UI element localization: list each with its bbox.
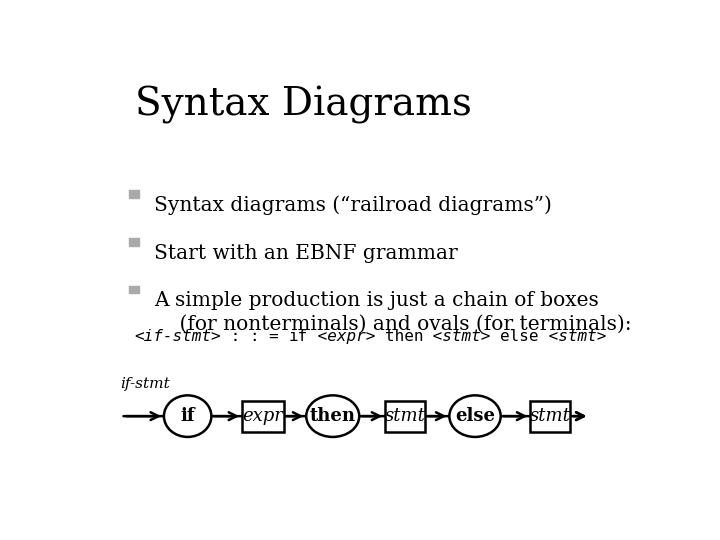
Text: else: else xyxy=(455,407,495,425)
Ellipse shape xyxy=(164,395,212,437)
Bar xyxy=(129,286,139,293)
Text: <stmt>: <stmt> xyxy=(423,329,500,344)
Text: <if-stmt>: <if-stmt> xyxy=(135,329,221,344)
Bar xyxy=(129,238,139,246)
Bar xyxy=(129,191,139,198)
Text: <stmt>: <stmt> xyxy=(539,329,606,344)
Text: A simple production is just a chain of boxes
    (for nonterminals) and ovals (f: A simple production is just a chain of b… xyxy=(154,292,631,334)
Ellipse shape xyxy=(449,395,500,437)
Text: Start with an EBNF grammar: Start with an EBNF grammar xyxy=(154,244,458,262)
Text: Syntax Diagrams: Syntax Diagrams xyxy=(135,85,472,124)
Text: stmt: stmt xyxy=(530,407,571,425)
Text: expr: expr xyxy=(243,407,284,425)
Text: Syntax diagrams (“railroad diagrams”): Syntax diagrams (“railroad diagrams”) xyxy=(154,196,552,215)
Text: stmt: stmt xyxy=(384,407,426,425)
Text: if: if xyxy=(180,407,195,425)
Text: else: else xyxy=(500,329,539,344)
Text: if-stmt: if-stmt xyxy=(121,377,171,391)
Text: <expr>: <expr> xyxy=(308,329,385,344)
Text: then: then xyxy=(385,329,423,344)
Text: : : =: : : = xyxy=(221,329,289,344)
Ellipse shape xyxy=(306,395,359,437)
Bar xyxy=(530,401,570,432)
Text: then: then xyxy=(310,407,356,425)
Text: if: if xyxy=(289,329,308,344)
Bar xyxy=(242,401,284,432)
Bar xyxy=(385,401,426,432)
